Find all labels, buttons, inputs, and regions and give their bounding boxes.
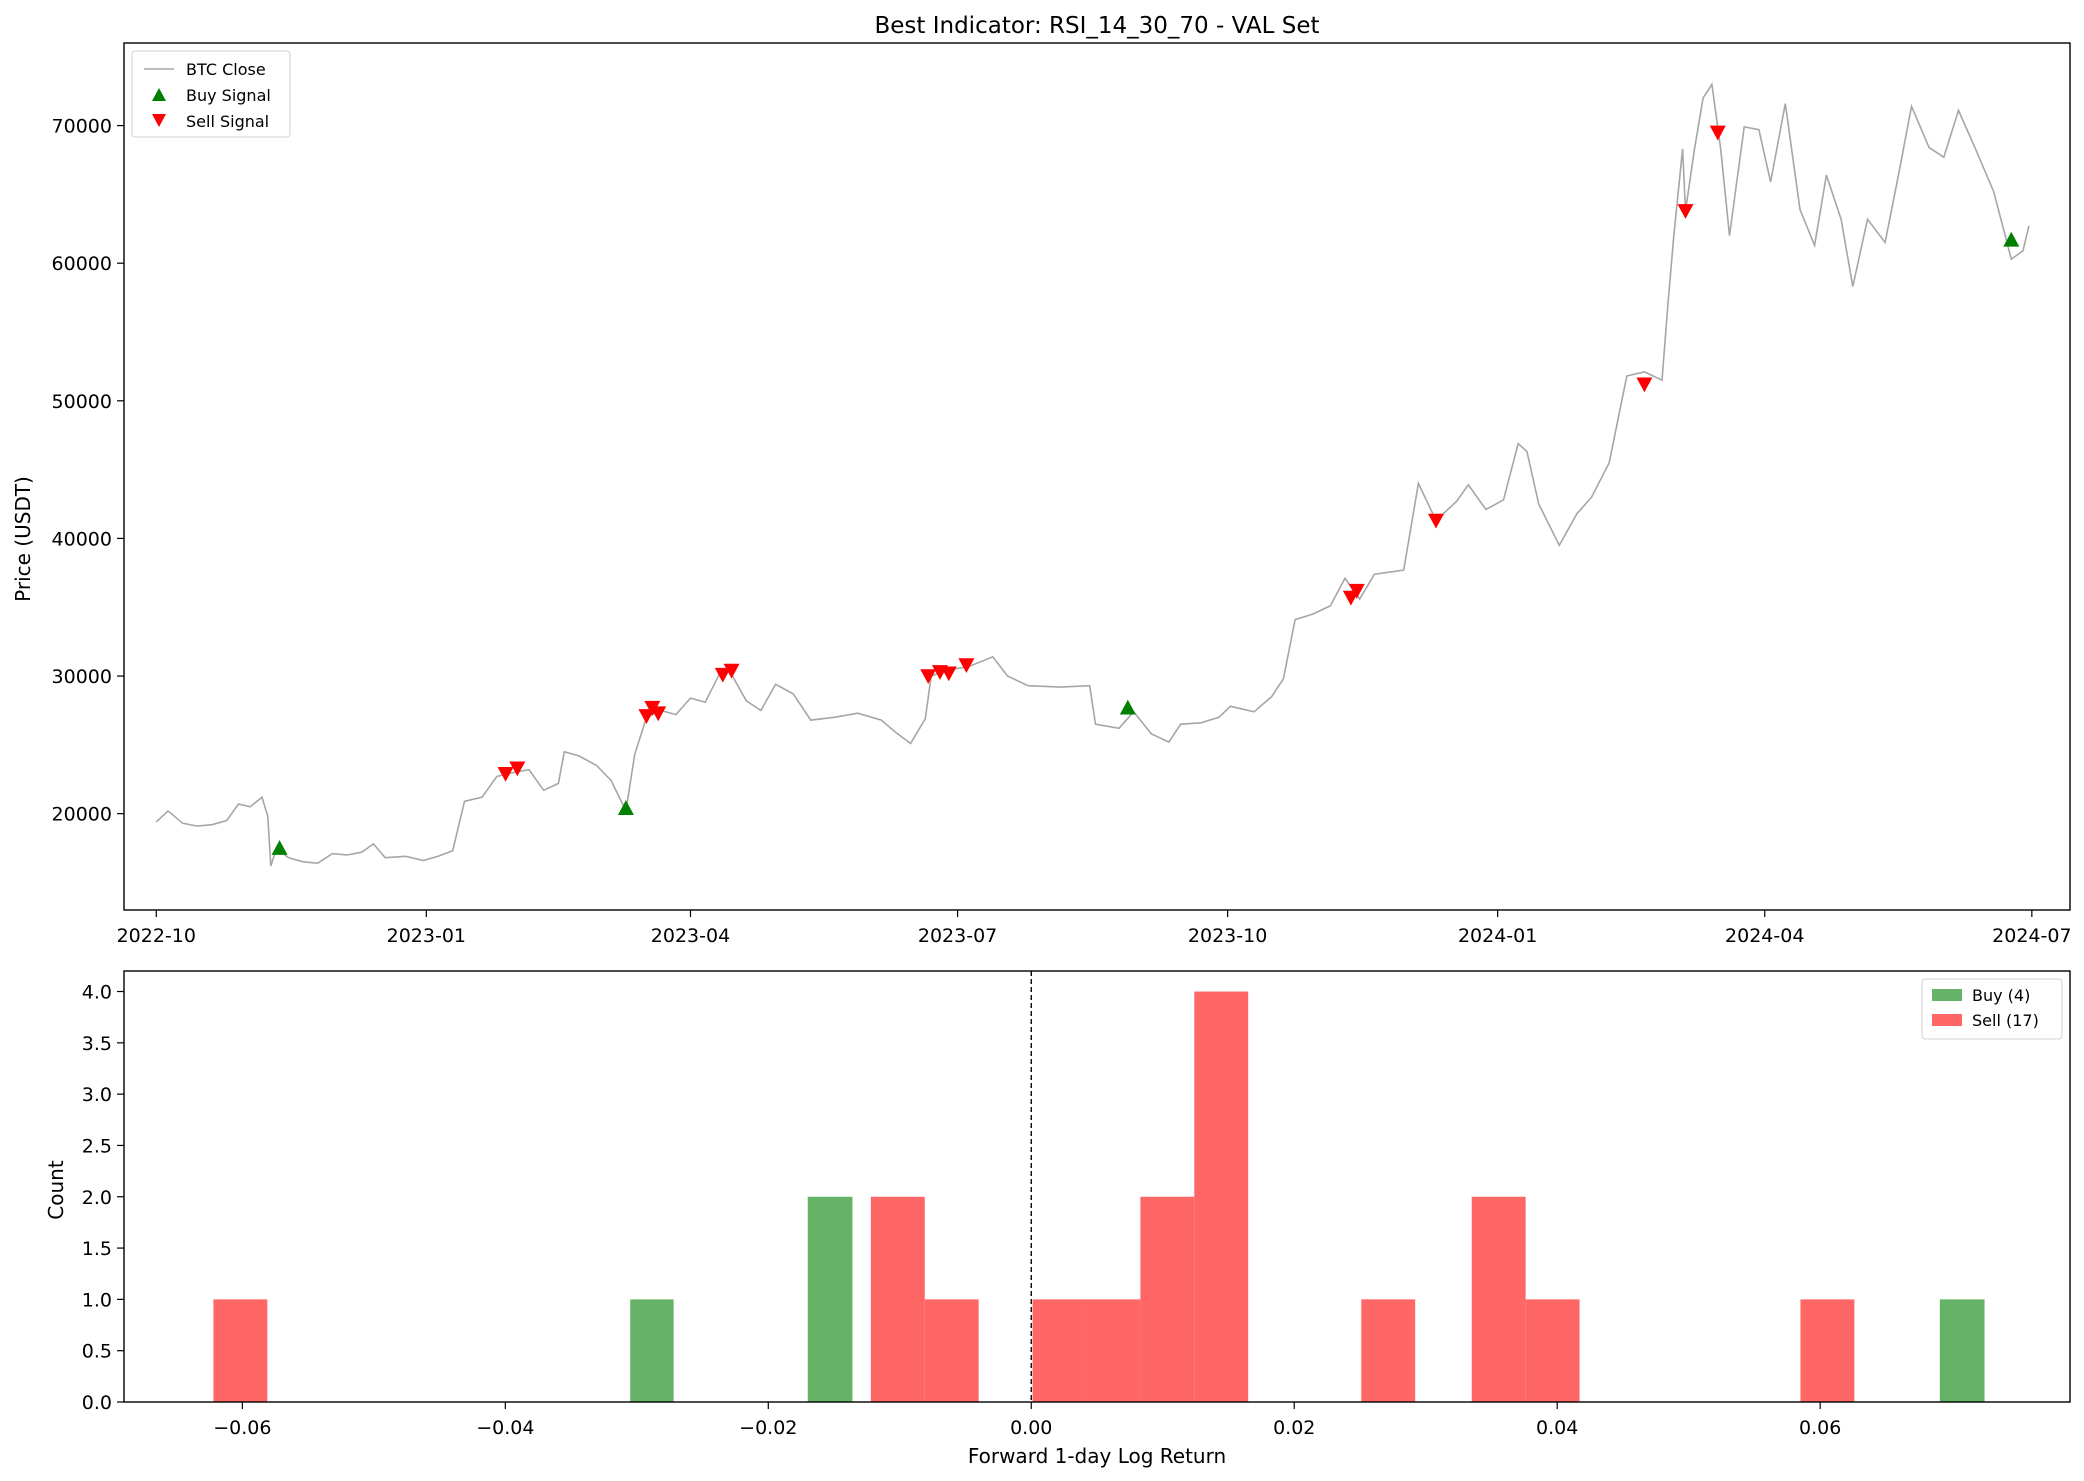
histogram-y-axis-label: Count [44, 1160, 68, 1220]
price-panel: 2022-10 2023-01 2023-04 2023-07 2023-10 2024-… [11, 42, 2072, 947]
sell-histogram-bar [213, 1299, 268, 1402]
x-tick-label: −0.02 [739, 1417, 797, 1439]
legend-close-label: BTC Close [186, 60, 266, 79]
histogram-x-axis: −0.06 −0.04 −0.02 0.00 0.02 0.04 0.06 [213, 1402, 1841, 1439]
price-y-axis-label: Price (USDT) [11, 476, 35, 602]
x-tick-label: 2024-01 [1458, 925, 1537, 947]
legend-buy-swatch [152, 88, 166, 101]
x-tick-label: 0.04 [1536, 1417, 1578, 1439]
buy-signal-marker [1119, 699, 1136, 715]
legend-sell-swatch [1932, 1014, 1962, 1026]
sell-histogram-bar [924, 1299, 979, 1402]
y-tick-label: 1.0 [82, 1289, 112, 1311]
figure-title: Best Indicator: RSI_14_30_70 - VAL Set [874, 13, 1319, 39]
y-tick-label: 3.5 [82, 1033, 112, 1055]
sell-signal-marker [1709, 125, 1726, 141]
btc-close-line [155, 82, 2030, 867]
sell-signal-marker [638, 709, 655, 724]
price-plot-frame [123, 42, 2071, 911]
y-tick-label: 0.0 [82, 1392, 112, 1414]
x-tick-label: −0.06 [213, 1417, 271, 1439]
legend-sell-label: Sell (17) [1972, 1011, 2039, 1030]
sell-signal-marker [509, 761, 526, 777]
price-legend: BTC Close Buy Signal Sell Signal [131, 50, 291, 138]
x-tick-label: 2023-07 [918, 925, 997, 947]
x-tick-label: 2024-07 [1992, 925, 2071, 947]
x-tick-label: 2022-10 [117, 925, 196, 947]
y-tick-label: 60000 [52, 253, 112, 275]
y-tick-label: 3.0 [82, 1084, 112, 1106]
buy-signal-marker [617, 800, 634, 815]
buy-histogram-bar [1939, 1299, 1985, 1402]
x-tick-label: 2023-10 [1188, 925, 1267, 947]
histogram-panel: −0.06 −0.04 −0.02 0.00 0.02 0.04 0.06 0.0 0.5 1.… [44, 970, 2071, 1468]
histogram-x-axis-label: Forward 1-day Log Return [968, 1444, 1226, 1468]
sell-signal-marker [1428, 513, 1445, 529]
sell-signal-marker [1348, 583, 1365, 599]
price-plot-area [123, 42, 2071, 911]
buy-histogram-bar [807, 1196, 853, 1402]
y-tick-label: 2.0 [82, 1187, 112, 1209]
price-x-axis: 2022-10 2023-01 2023-04 2023-07 2023-10 2024-… [117, 910, 2072, 947]
sell-signal-marker [497, 766, 514, 782]
sell-signal-marker [723, 663, 740, 679]
y-tick-label: 30000 [52, 666, 112, 688]
price-y-axis: 20000 30000 40000 50000 60000 70000 [52, 116, 124, 826]
sell-histogram-bar [1800, 1299, 1855, 1402]
y-tick-label: 40000 [52, 528, 112, 550]
buy-histogram-bar [630, 1299, 674, 1402]
x-tick-label: 0.06 [1799, 1417, 1841, 1439]
histogram-y-axis: 0.0 0.5 1.0 1.5 2.0 2.5 3.0 3.5 4.0 [82, 982, 124, 1414]
x-tick-label: 0.00 [1010, 1417, 1052, 1439]
sell-signal-marker [920, 669, 937, 685]
y-tick-label: 70000 [52, 116, 112, 138]
sell-histogram-bar [1471, 1196, 1526, 1402]
y-tick-label: 2.5 [82, 1135, 112, 1157]
y-tick-label: 20000 [52, 804, 112, 826]
x-tick-label: 2023-04 [651, 925, 730, 947]
legend-sell-swatch [152, 114, 166, 127]
x-tick-label: 2023-01 [387, 925, 466, 947]
y-tick-label: 0.5 [82, 1341, 112, 1363]
sell-signal-marker [1677, 204, 1694, 219]
legend-buy-label: Buy Signal [186, 86, 271, 105]
sell-histogram-bar [1032, 1299, 1087, 1402]
sell-histogram-bar [1140, 1196, 1195, 1402]
buy-signal-marker [2003, 231, 2020, 247]
histogram-plot-area [123, 970, 2071, 1403]
sell-histogram-bar [1525, 1299, 1580, 1402]
y-tick-label: 1.5 [82, 1238, 112, 1260]
sell-signal-marker [958, 658, 975, 674]
legend-buy-swatch [1932, 989, 1962, 1001]
sell-signal-marker [1636, 377, 1653, 393]
x-tick-label: 2024-04 [1725, 925, 1804, 947]
y-tick-label: 4.0 [82, 982, 112, 1004]
sell-histogram-bar [1194, 991, 1249, 1402]
histogram-plot-frame [123, 970, 2071, 1403]
buy-signal-marker [271, 840, 288, 855]
sell-histogram-bar [1086, 1299, 1141, 1402]
sell-signal-marker [714, 667, 731, 683]
sell-histogram-bar [1361, 1299, 1416, 1402]
sell-signal-marker [650, 706, 667, 722]
legend-box [131, 50, 291, 138]
histogram-legend: Buy (4) Sell (17) [1921, 978, 2063, 1040]
sell-signal-marker [940, 666, 957, 682]
x-tick-label: 0.02 [1273, 1417, 1315, 1439]
y-tick-label: 50000 [52, 391, 112, 413]
x-tick-label: −0.04 [476, 1417, 534, 1439]
legend-buy-label: Buy (4) [1972, 986, 2030, 1005]
legend-sell-label: Sell Signal [186, 112, 269, 131]
sell-histogram-bar [870, 1196, 925, 1402]
